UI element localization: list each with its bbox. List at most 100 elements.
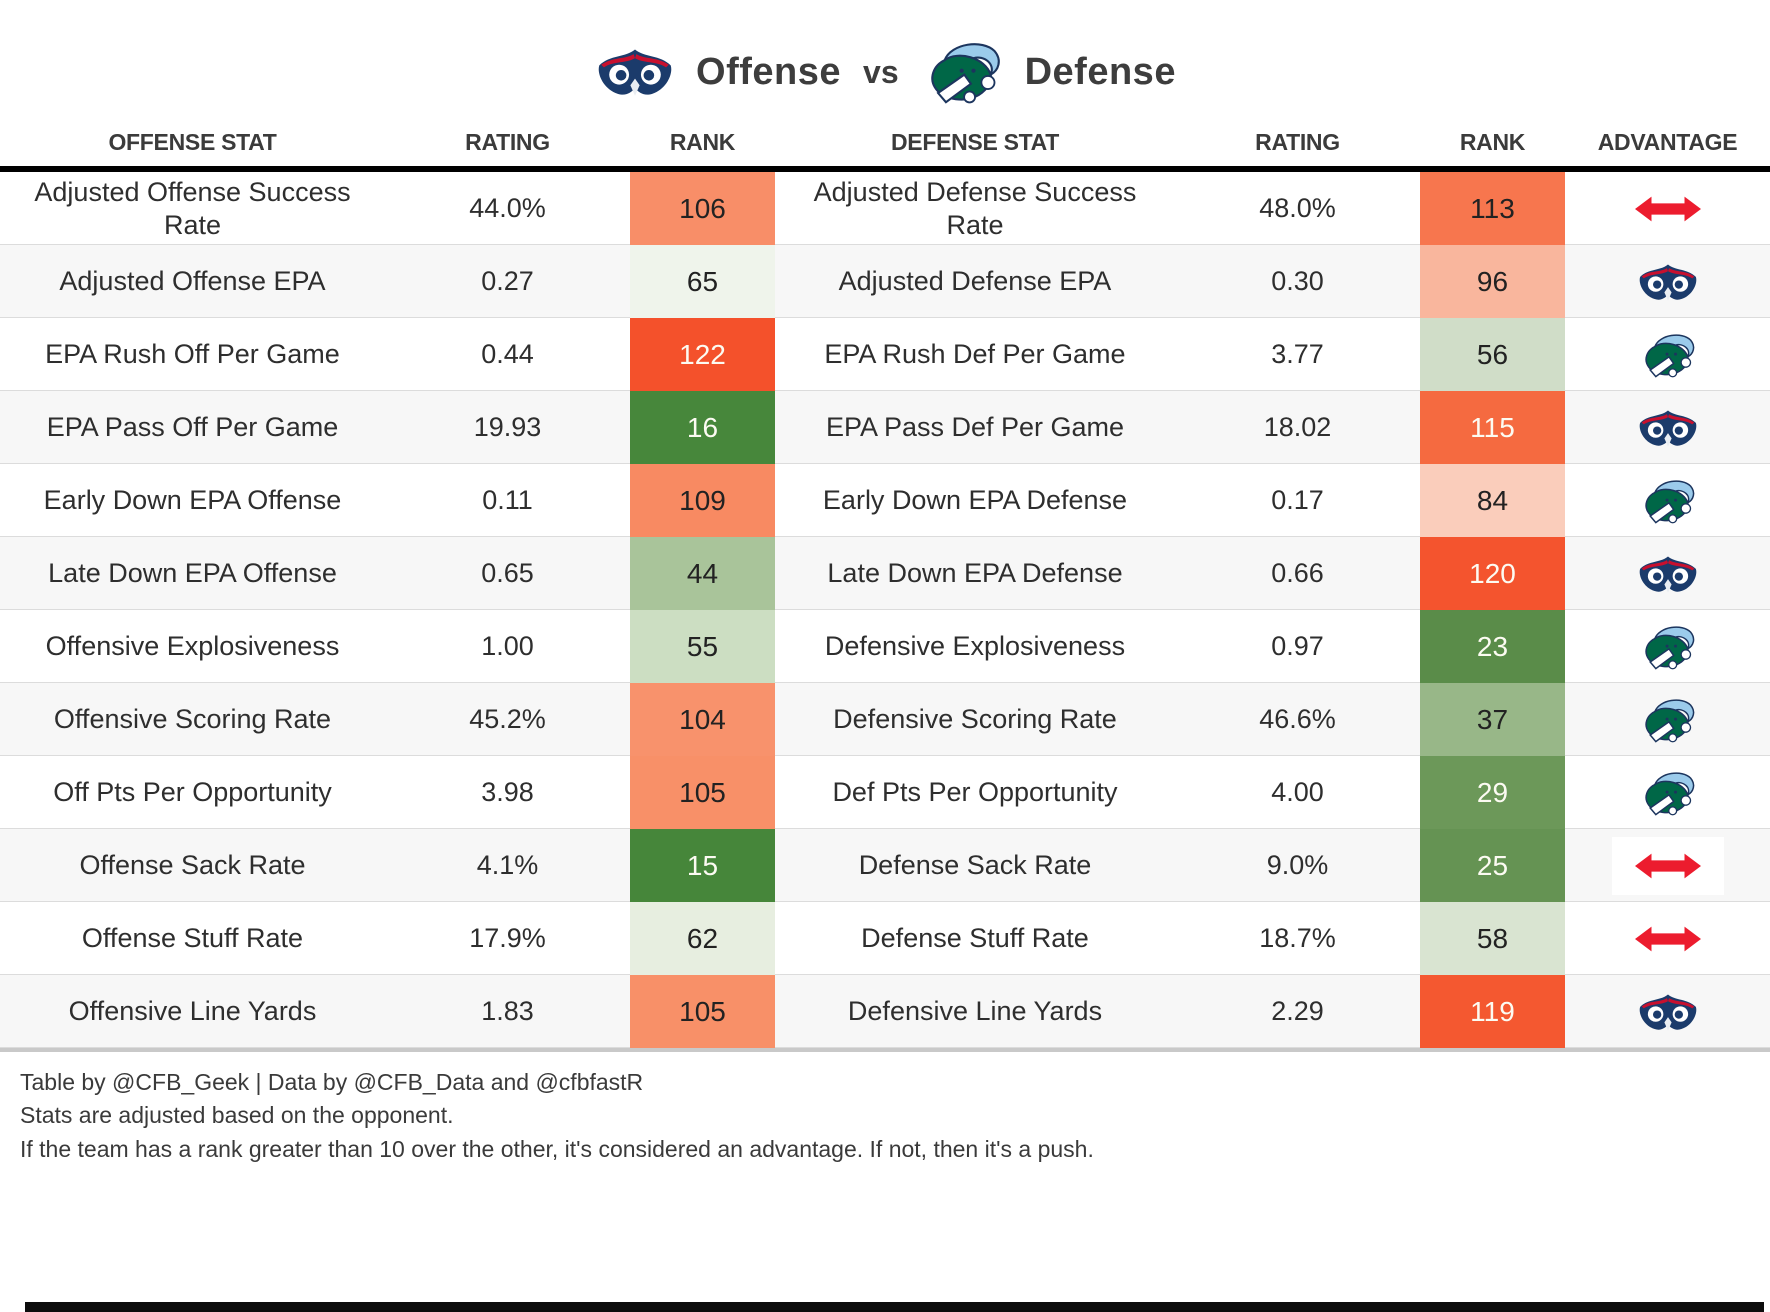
advantage-icon-box [1612, 618, 1724, 676]
title-offense-label: Offense [696, 50, 842, 93]
table-header-row: OFFENSE STAT RATING RANK DEFENSE STAT RA… [0, 118, 1770, 172]
offense-rank-badge: 105 [630, 756, 775, 829]
offense-rating-value: 19.93 [473, 412, 542, 442]
offense-rank-badge: 44 [630, 537, 775, 610]
page-title: Offense vs Defense [0, 0, 1770, 118]
footer-note-advantage-rule: If the team has a rank greater than 10 o… [20, 1135, 1094, 1162]
advantage-cell [1565, 610, 1770, 683]
defense-stat-name: Defensive Explosiveness [824, 631, 1126, 662]
offense-rank-badge: 55 [630, 610, 775, 683]
offense-rank-badge: 62 [630, 902, 775, 975]
defense-rank-badge: 96 [1420, 245, 1565, 318]
tulane-green-wave-logo [1644, 479, 1694, 524]
table-row: EPA Rush Off Per Game 0.44 122 EPA Rush … [0, 318, 1770, 391]
offense-rank-badge: 104 [630, 683, 775, 756]
defense-rating-value: 48.0% [1259, 193, 1336, 223]
table-row: Offensive Line Yards 1.83 105 Defensive … [0, 975, 1770, 1048]
offense-stat-name: Off Pts Per Opportunity [53, 777, 332, 808]
offense-rank-badge: 109 [630, 464, 775, 537]
defense-rank-badge: 115 [1420, 391, 1565, 464]
table-row: Offensive Scoring Rate 45.2% 104 Defensi… [0, 683, 1770, 756]
col-header-defense-stat: DEFENSE STAT [890, 129, 1060, 155]
offense-rank-badge: 106 [630, 172, 775, 245]
defense-rank-badge: 58 [1420, 902, 1565, 975]
table-row: Offense Stuff Rate 17.9% 62 Defense Stuf… [0, 902, 1770, 975]
advantage-icon-box [1612, 691, 1724, 749]
offense-rank-badge: 122 [630, 318, 775, 391]
offense-rating-value: 0.11 [482, 485, 533, 515]
defense-rating-value: 46.6% [1259, 704, 1336, 734]
offense-rating-value: 1.83 [481, 996, 534, 1026]
defense-rank-badge: 84 [1420, 464, 1565, 537]
advantage-cell [1565, 683, 1770, 756]
offense-rank-badge: 16 [630, 391, 775, 464]
fau-owls-logo [1639, 263, 1696, 301]
tulane-green-wave-logo [930, 43, 1000, 104]
title-vs-label: vs [863, 53, 899, 90]
fau-owls-logo [1639, 555, 1696, 593]
defense-stat-name: Early Down EPA Defense [822, 485, 1128, 516]
defense-stat-name: Adjusted Defense Success Rate [813, 177, 1137, 240]
push-arrow-icon [1634, 853, 1701, 878]
table-row: Late Down EPA Offense 0.65 44 Late Down … [0, 537, 1770, 610]
defense-rank-badge: 56 [1420, 318, 1565, 391]
defense-rank-badge: 23 [1420, 610, 1565, 683]
defense-rank-badge: 29 [1420, 756, 1565, 829]
col-header-offense-rank: RANK [669, 129, 736, 155]
advantage-cell [1565, 537, 1770, 610]
defense-rating-value: 9.0% [1266, 850, 1329, 880]
table-row: EPA Pass Off Per Game 19.93 16 EPA Pass … [0, 391, 1770, 464]
table-body: Adjusted Offense Success Rate 44.0% 106 … [0, 172, 1770, 1052]
advantage-cell [1565, 975, 1770, 1048]
advantage-cell [1565, 464, 1770, 537]
defense-rank-badge: 113 [1420, 172, 1565, 245]
col-header-offense-rating: RATING [465, 129, 550, 155]
defense-rating-value: 0.97 [1271, 631, 1324, 661]
offense-rating-value: 0.44 [481, 339, 534, 369]
defense-rank-badge: 37 [1420, 683, 1565, 756]
defense-stat-name: Late Down EPA Defense [827, 558, 1123, 589]
offense-stat-name: Offense Sack Rate [79, 850, 306, 881]
tulane-green-wave-logo [1644, 625, 1694, 670]
offense-stat-name: Offensive Explosiveness [45, 631, 340, 662]
defense-rating-value: 0.66 [1271, 558, 1324, 588]
tulane-green-wave-logo [1644, 771, 1694, 816]
offense-stat-name: Offensive Scoring Rate [53, 704, 332, 735]
table-row: Off Pts Per Opportunity 3.98 105 Def Pts… [0, 756, 1770, 829]
offense-stat-name: Adjusted Offense Success Rate [34, 177, 351, 240]
offense-rating-value: 1.00 [481, 631, 534, 661]
col-header-advantage: ADVANTAGE [1597, 129, 1738, 155]
advantage-icon-box [1612, 472, 1724, 530]
defense-rating-value: 18.7% [1259, 923, 1336, 953]
offense-rating-value: 0.65 [481, 558, 534, 588]
advantage-icon-box [1611, 179, 1724, 238]
table-row: Offense Sack Rate 4.1% 15 Defense Sack R… [0, 829, 1770, 902]
advantage-cell [1565, 829, 1770, 902]
advantage-icon-box [1612, 326, 1724, 384]
advantage-cell [1565, 318, 1770, 391]
advantage-cell [1565, 172, 1770, 245]
fau-owls-logo [594, 45, 676, 99]
advantage-cell [1565, 756, 1770, 829]
defense-stat-name: EPA Pass Def Per Game [825, 412, 1125, 443]
defense-stat-name: Def Pts Per Opportunity [832, 777, 1118, 808]
tulane-green-wave-logo [1644, 698, 1694, 743]
offense-stat-name: EPA Pass Off Per Game [46, 412, 339, 443]
col-header-offense-stat: OFFENSE STAT [108, 129, 277, 155]
defense-rank-badge: 25 [1420, 829, 1565, 902]
offense-stat-name: Adjusted Offense EPA [59, 266, 326, 297]
col-header-defense-rating: RATING [1255, 129, 1340, 155]
table-row: Early Down EPA Offense 0.11 109 Early Do… [0, 464, 1770, 537]
push-arrow-icon [1634, 196, 1701, 221]
defense-rating-value: 2.29 [1271, 996, 1324, 1026]
table-row: Adjusted Offense EPA 0.27 65 Adjusted De… [0, 245, 1770, 318]
offense-rating-value: 17.9% [469, 923, 546, 953]
tulane-green-wave-logo [1644, 333, 1694, 378]
advantage-icon-box [1612, 399, 1724, 457]
offense-stat-name: EPA Rush Off Per Game [45, 339, 340, 370]
offense-rank-badge: 65 [630, 245, 775, 318]
offense-stat-name: Late Down EPA Offense [48, 558, 337, 589]
offense-stat-name: Offense Stuff Rate [81, 923, 304, 954]
offense-stat-name: Offensive Line Yards [68, 996, 317, 1027]
